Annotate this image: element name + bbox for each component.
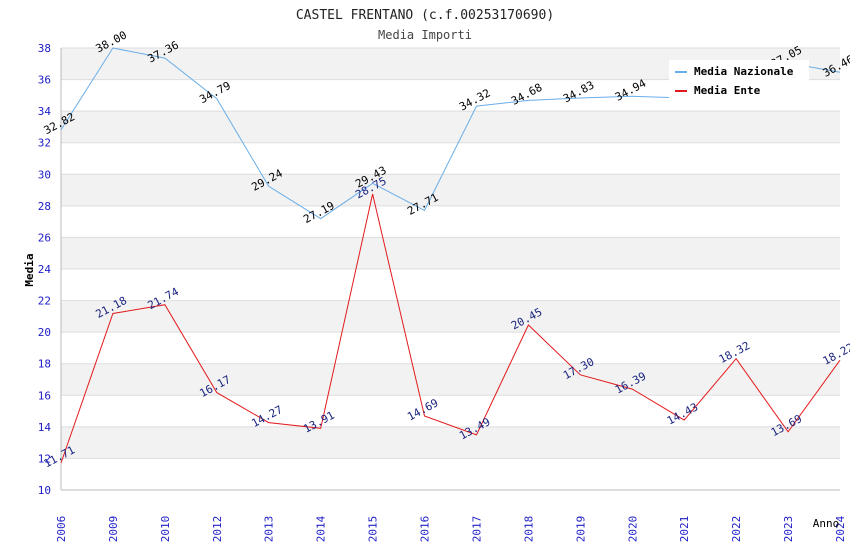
y-tick-label: 22	[38, 295, 51, 308]
background-band	[61, 300, 840, 333]
legend-box	[669, 60, 809, 100]
y-tick-label: 20	[38, 326, 51, 339]
y-tick-label: 12	[38, 452, 51, 465]
x-tick-label: 2017	[470, 516, 483, 543]
legend-label-ente: Media Ente	[694, 84, 761, 97]
x-tick-label: 2023	[782, 516, 795, 543]
x-tick-label: 2010	[159, 516, 172, 543]
y-tick-label: 10	[38, 484, 51, 497]
background-band	[61, 237, 840, 269]
background-band	[61, 426, 840, 459]
background-band	[61, 363, 840, 396]
background-band	[61, 458, 840, 490]
background-band	[61, 111, 840, 143]
y-tick-label: 14	[38, 421, 52, 434]
background-band	[61, 269, 840, 301]
y-tick-label: 18	[38, 358, 51, 371]
legend: Media Nazionale Media Ente	[669, 60, 809, 100]
x-tick-label: 2014	[315, 515, 328, 542]
y-tick-label: 38	[38, 42, 51, 55]
gridlines	[60, 47, 840, 491]
y-tick-label: 26	[38, 231, 51, 244]
y-tick-label: 30	[38, 168, 51, 181]
x-tick-label: 2009	[107, 516, 120, 543]
x-tick-label: 2015	[367, 516, 380, 543]
y-tick-label: 28	[38, 200, 51, 213]
x-axis-label: Anno	[813, 517, 840, 530]
legend-label-nazionale: Media Nazionale	[694, 65, 794, 78]
x-tick-label: 2019	[574, 516, 587, 543]
y-axis-label: Media	[23, 253, 36, 286]
y-tick-label: 24	[38, 263, 52, 276]
y-tick-label: 34	[38, 105, 52, 118]
x-tick-label: 2012	[211, 516, 224, 543]
x-axis-ticks: 2006 2009 2010 2012 2013 2014 2015 2016 2017 2018…	[55, 515, 847, 542]
y-axis-ticks: 10 12 14 16 18 20 22 24 26 28 30 32 34 36 38	[38, 42, 52, 497]
x-tick-label: 2021	[678, 516, 691, 543]
x-tick-label: 2024	[834, 515, 847, 542]
background-band	[61, 174, 840, 206]
chart-title: CASTEL FRENTANO (c.f.00253170690)	[296, 8, 554, 23]
x-tick-label: 2016	[419, 516, 432, 543]
chart-subtitle: Media Importi	[378, 28, 472, 42]
y-tick-label: 32	[38, 137, 51, 150]
x-tick-label: 2018	[522, 516, 535, 543]
x-tick-label: 2020	[626, 516, 639, 543]
background-band	[61, 205, 840, 238]
y-tick-label: 36	[38, 74, 51, 87]
x-tick-label: 2013	[263, 516, 276, 543]
x-tick-label: 2006	[55, 516, 68, 543]
y-tick-label: 16	[38, 389, 51, 402]
x-tick-label: 2022	[730, 516, 743, 543]
series-line-media-ente	[60, 193, 841, 464]
background-band	[61, 395, 840, 427]
